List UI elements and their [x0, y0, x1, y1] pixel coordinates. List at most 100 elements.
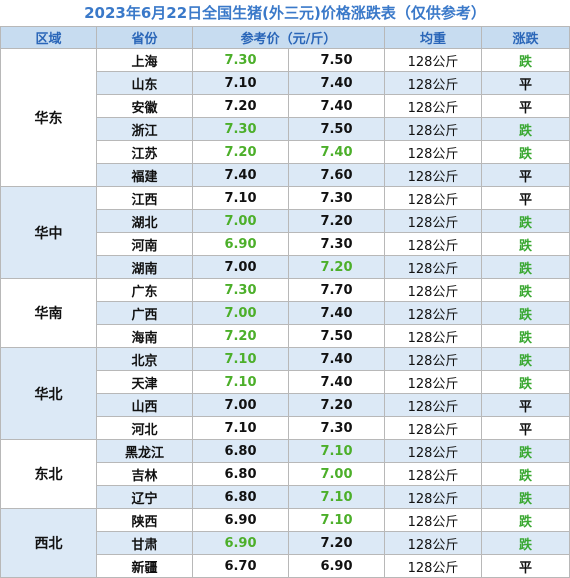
table-row: 甘肃 6.90 7.20 128公斤跌 [1, 531, 570, 555]
region-cell: 西北 [0, 508, 97, 578]
weight-cell: 128公斤 [384, 232, 482, 256]
province-cell: 山东 [96, 71, 193, 95]
price-1-cell: 7.00 [192, 393, 289, 417]
trend-cell: 跌 [481, 48, 570, 72]
price-2-cell: 7.40 [288, 94, 385, 118]
weight-cell: 128公斤 [384, 531, 482, 555]
region-cell: 华东 [0, 48, 97, 187]
province-cell: 广西 [96, 301, 193, 325]
price-1-cell: 7.20 [192, 94, 289, 118]
price-1-cell: 7.00 [192, 209, 289, 233]
price-1-cell: 7.00 [192, 301, 289, 325]
table-row: 浙江 7.30 7.50 128公斤跌 [1, 117, 570, 141]
province-cell: 北京 [96, 347, 193, 371]
province-cell: 河北 [96, 416, 193, 440]
province-cell: 上海 [96, 48, 193, 72]
weight-cell: 128公斤 [384, 186, 482, 210]
weight-cell: 128公斤 [384, 209, 482, 233]
weight-cell: 128公斤 [384, 140, 482, 164]
price-2-cell: 7.40 [288, 370, 385, 394]
price-1-cell: 6.70 [192, 554, 289, 578]
price-2-cell: 7.40 [288, 71, 385, 95]
price-1-cell: 7.30 [192, 48, 289, 72]
region-cell: 华北 [0, 347, 97, 440]
price-1-cell: 6.90 [192, 531, 289, 555]
weight-cell: 128公斤 [384, 255, 482, 279]
table-row: 西北 陕西 6.90 7.10 128公斤跌 [0, 508, 570, 578]
header-row: 区域 省份 参考价（元/斤） 均重 涨跌 [0, 26, 570, 49]
price-1-cell: 7.20 [192, 140, 289, 164]
trend-cell: 平 [481, 163, 570, 187]
province-cell: 天津 [96, 370, 193, 394]
table-row: 广西 7.00 7.40 128公斤跌 [1, 301, 570, 325]
table-row: 河北 7.10 7.30 128公斤平 [1, 416, 570, 440]
province-cell: 河南 [96, 232, 193, 256]
weight-cell: 128公斤 [384, 278, 482, 302]
weight-cell: 128公斤 [384, 94, 482, 118]
trend-cell: 跌 [481, 324, 570, 348]
trend-cell: 跌 [481, 439, 570, 463]
price-2-cell: 7.30 [288, 232, 385, 256]
trend-cell: 平 [481, 94, 570, 118]
trend-cell: 跌 [481, 117, 570, 141]
table-row: 新疆 6.70 6.90 128公斤平 [1, 554, 570, 578]
trend-cell: 平 [481, 393, 570, 417]
province-cell: 福建 [96, 163, 193, 187]
trend-cell: 跌 [481, 140, 570, 164]
table-row: 江苏 7.20 7.40 128公斤跌 [1, 140, 570, 164]
price-1-cell: 7.10 [192, 347, 289, 371]
province-cell: 湖北 [96, 209, 193, 233]
price-2-cell: 7.70 [288, 278, 385, 302]
province-cell: 陕西 [96, 508, 193, 532]
price-2-cell: 7.20 [288, 531, 385, 555]
price-1-cell: 7.10 [192, 186, 289, 210]
weight-cell: 128公斤 [384, 370, 482, 394]
price-1-cell: 6.80 [192, 439, 289, 463]
table-row: 山西 7.00 7.20 128公斤平 [1, 393, 570, 417]
table-row: 吉林 6.80 7.00 128公斤跌 [1, 462, 570, 486]
trend-cell: 平 [481, 416, 570, 440]
weight-cell: 128公斤 [384, 163, 482, 187]
province-cell: 辽宁 [96, 485, 193, 509]
price-1-cell: 7.00 [192, 255, 289, 279]
weight-cell: 128公斤 [384, 347, 482, 371]
price-2-cell: 7.10 [288, 508, 385, 532]
price-2-cell: 7.10 [288, 439, 385, 463]
province-cell: 浙江 [96, 117, 193, 141]
region-cell: 东北 [0, 439, 97, 509]
weight-cell: 128公斤 [384, 554, 482, 578]
table-row: 山东 7.10 7.40 128公斤平 [1, 71, 570, 95]
trend-cell: 跌 [481, 232, 570, 256]
trend-cell: 平 [481, 186, 570, 210]
table-row: 福建 7.40 7.60 128公斤平 [1, 163, 570, 187]
trend-cell: 跌 [481, 255, 570, 279]
trend-cell: 跌 [481, 209, 570, 233]
table-row: 海南 7.20 7.50 128公斤跌 [1, 324, 570, 348]
trend-cell: 跌 [481, 485, 570, 509]
price-1-cell: 7.30 [192, 117, 289, 141]
trend-cell: 跌 [481, 347, 570, 371]
province-cell: 新疆 [96, 554, 193, 578]
province-cell: 山西 [96, 393, 193, 417]
weight-cell: 128公斤 [384, 416, 482, 440]
table-row: 湖南 7.00 7.20 128公斤跌 [1, 255, 570, 279]
table-row: 华东 上海 7.30 7.50 128公斤跌 [0, 48, 570, 187]
price-2-cell: 7.50 [288, 48, 385, 72]
header-price: 参考价（元/斤） [192, 26, 385, 49]
price-1-cell: 7.10 [192, 71, 289, 95]
price-1-cell: 7.30 [192, 278, 289, 302]
price-2-cell: 7.30 [288, 186, 385, 210]
header-trend: 涨跌 [481, 26, 570, 49]
weight-cell: 128公斤 [384, 485, 482, 509]
province-cell: 黑龙江 [96, 439, 193, 463]
trend-cell: 跌 [481, 301, 570, 325]
price-1-cell: 7.20 [192, 324, 289, 348]
header-region: 区域 [0, 26, 97, 49]
weight-cell: 128公斤 [384, 71, 482, 95]
header-weight: 均重 [384, 26, 482, 49]
price-2-cell: 7.50 [288, 324, 385, 348]
price-2-cell: 7.60 [288, 163, 385, 187]
trend-cell: 跌 [481, 508, 570, 532]
province-cell: 安徽 [96, 94, 193, 118]
